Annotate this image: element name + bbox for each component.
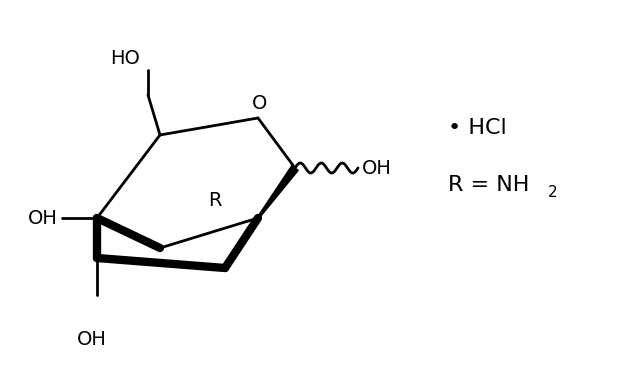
Text: OH: OH bbox=[362, 159, 392, 177]
Text: OH: OH bbox=[77, 330, 107, 349]
Text: O: O bbox=[252, 94, 268, 113]
Text: 2: 2 bbox=[548, 184, 557, 200]
Text: HO: HO bbox=[110, 49, 140, 68]
Text: R: R bbox=[208, 190, 221, 210]
Text: R = NH: R = NH bbox=[448, 175, 529, 195]
Text: OH: OH bbox=[28, 208, 58, 228]
Polygon shape bbox=[257, 166, 298, 218]
Text: • HCl: • HCl bbox=[448, 118, 507, 138]
